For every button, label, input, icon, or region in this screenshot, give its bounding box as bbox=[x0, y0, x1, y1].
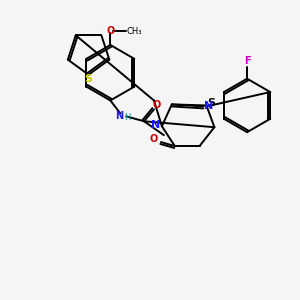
Text: O: O bbox=[106, 26, 115, 36]
Text: O: O bbox=[150, 134, 158, 144]
Text: N: N bbox=[115, 111, 123, 121]
Text: H: H bbox=[124, 113, 130, 122]
Text: O: O bbox=[153, 100, 161, 110]
Text: S: S bbox=[207, 98, 215, 108]
Text: F: F bbox=[244, 56, 250, 66]
Text: N: N bbox=[151, 120, 160, 130]
Text: S: S bbox=[85, 74, 93, 84]
Text: N: N bbox=[204, 101, 213, 111]
Text: CH₃: CH₃ bbox=[126, 27, 142, 36]
